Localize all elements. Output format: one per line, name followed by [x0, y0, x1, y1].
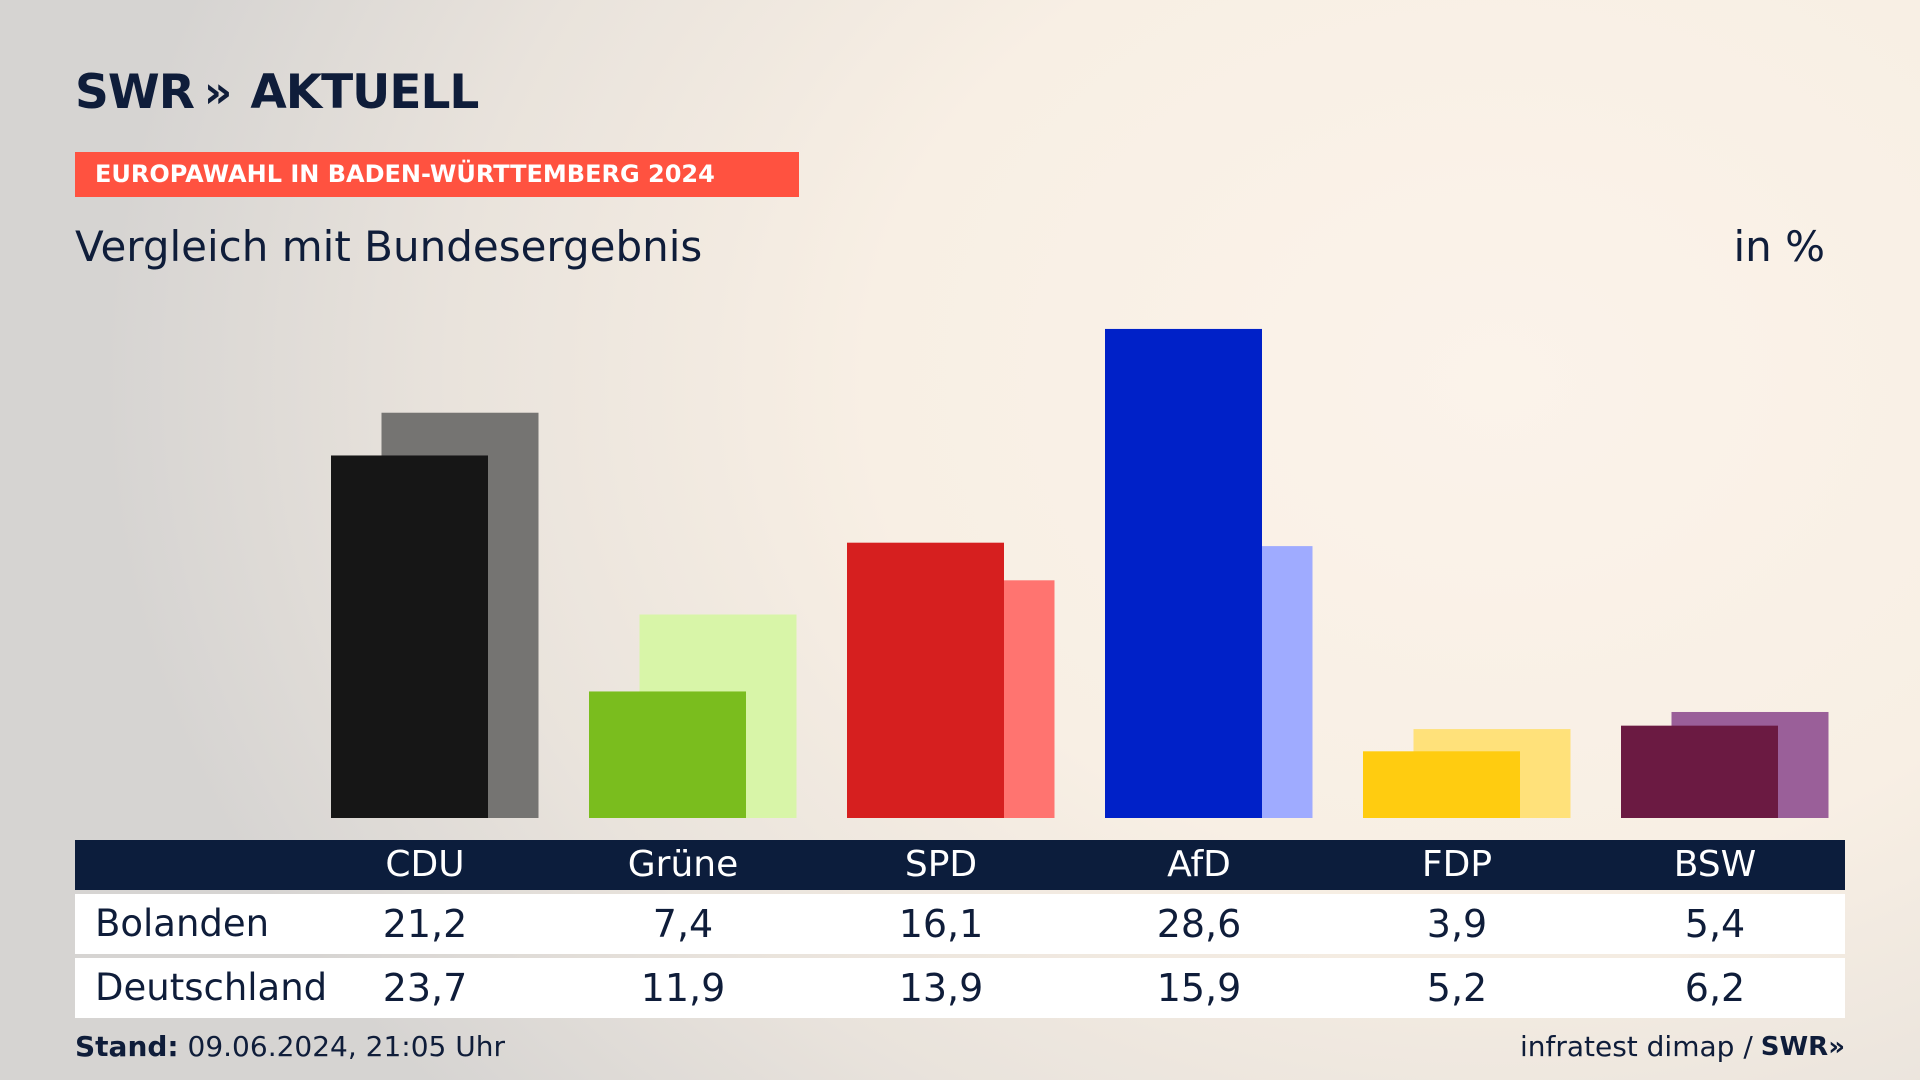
bar-bolanden-cdu — [331, 455, 488, 818]
source-credit: infratest dimap / SWR» — [1520, 1030, 1845, 1063]
chart-unit: in % — [1733, 222, 1825, 271]
value-cell: 3,9 — [1426, 902, 1488, 946]
value-cell: 5,4 — [1684, 902, 1746, 946]
party-label: FDP — [1421, 844, 1493, 885]
bar-bolanden-bsw — [1621, 725, 1778, 818]
results-table: CDU Grüne SPD AfD FDP BSW Bolanden 21,2 7,4 16,1… — [75, 840, 1845, 1018]
party-label: AfD — [1167, 844, 1231, 885]
row-label: Bolanden — [95, 902, 270, 945]
party-label: CDU — [385, 844, 465, 885]
bar-bolanden-afd — [1105, 328, 1262, 818]
value-cell: 11,9 — [640, 966, 726, 1010]
mini-logo-chevron-icon: » — [1828, 1031, 1845, 1062]
table-body: Bolanden 21,2 7,4 16,1 28,6 3,9 5,4 Deutschland… — [75, 894, 1845, 1018]
stand-value: 09.06.2024, 21:05 Uhr — [187, 1030, 505, 1063]
swr-mini-logo: SWR» — [1761, 1032, 1845, 1062]
value-cell: 23,7 — [382, 966, 468, 1010]
value-cell: 6,2 — [1684, 966, 1746, 1010]
table-row: Deutschland 23,7 11,9 13,9 15,9 5,2 6,2 — [75, 958, 1845, 1018]
stand-label: Stand: — [75, 1030, 179, 1063]
party-label: BSW — [1673, 844, 1757, 885]
value-cell: 16,1 — [898, 902, 984, 946]
mini-logo-text: SWR — [1760, 1031, 1829, 1062]
value-cell: 13,9 — [898, 966, 984, 1010]
kicker-banner: EUROPAWAHL IN BADEN-WÜRTTEMBERG 2024 — [75, 152, 799, 197]
chart-title: Vergleich mit Bundesergebnis — [75, 222, 703, 271]
party-label: Grüne — [627, 844, 739, 885]
logo-suffix: AKTUELL — [250, 64, 479, 120]
source-text: infratest dimap / — [1519, 1030, 1753, 1063]
table-header: CDU Grüne SPD AfD FDP BSW — [75, 840, 1845, 890]
value-cell: 15,9 — [1156, 966, 1242, 1010]
logo-text: SWR — [75, 64, 195, 120]
value-cell: 5,2 — [1426, 966, 1488, 1010]
bar-bolanden-grüne — [589, 691, 746, 818]
timestamp: Stand: 09.06.2024, 21:05 Uhr — [75, 1030, 505, 1063]
value-cell: 28,6 — [1156, 902, 1242, 946]
bar-bolanden-fdp — [1363, 751, 1520, 818]
table-row: Bolanden 21,2 7,4 16,1 28,6 3,9 5,4 — [75, 894, 1845, 954]
value-cell: 7,4 — [652, 902, 714, 946]
bar-bolanden-spd — [847, 542, 1004, 818]
value-cell: 21,2 — [382, 902, 468, 946]
row-label: Deutschland — [95, 966, 328, 1009]
bar-chart — [331, 328, 1829, 818]
party-label: SPD — [904, 844, 978, 885]
swr-aktuell-logo: SWR» AKTUELL — [75, 64, 479, 120]
